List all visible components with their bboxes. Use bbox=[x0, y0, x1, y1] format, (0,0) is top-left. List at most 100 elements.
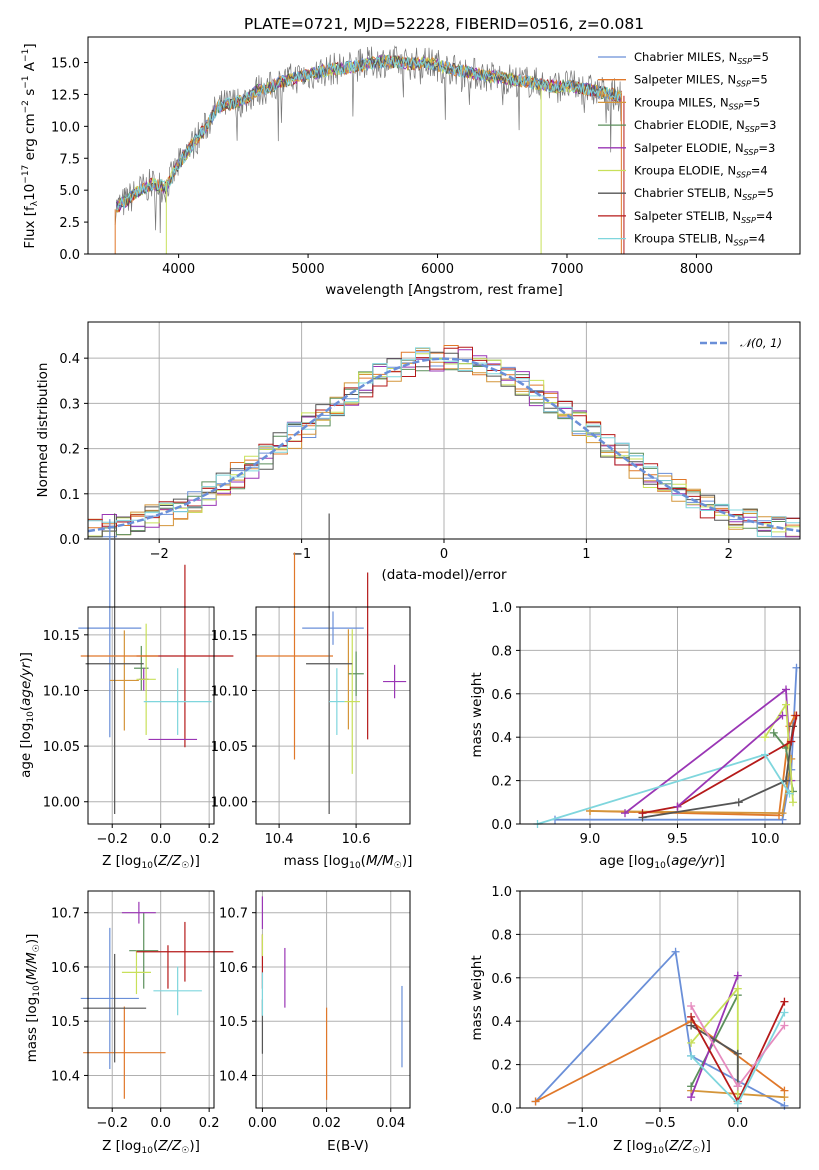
spectrum-ylabel: Flux [fλ10−17 erg cm−2 s−1 A−1] bbox=[21, 43, 40, 248]
age-massweight-line bbox=[642, 726, 794, 819]
model-spectrum bbox=[116, 55, 622, 211]
z-massweight-panel: −1.0 −0.5 0.0 0.0 0.2 0.4 0.6 0.8 1.0 bbox=[491, 885, 801, 1131]
z-age-panel-frame bbox=[87, 606, 215, 825]
spectrum-xtick-label: 8000 bbox=[680, 262, 713, 277]
spectrum-xtick-label: 7000 bbox=[550, 262, 583, 277]
age-massweight-panel-frame bbox=[519, 606, 801, 825]
age-massweight-line bbox=[589, 715, 796, 817]
residual-histograms bbox=[87, 345, 801, 538]
residual-xtick-label: 0 bbox=[440, 547, 448, 562]
ebv-mass-panel-ytick-label: 10.7 bbox=[219, 907, 248, 922]
normal-curve bbox=[87, 357, 801, 533]
ebv-mass-panel-frame bbox=[255, 890, 411, 1109]
legend-label: Kroupa MILES, NSSP=5 bbox=[634, 95, 760, 111]
legend-label: Kroupa STELIB, NSSP=4 bbox=[634, 232, 765, 248]
ebv-mass-panel-ytick-label: 10.5 bbox=[219, 1015, 248, 1030]
ebv-mass-panel-xtick-label: 0.00 bbox=[248, 1116, 277, 1131]
mass-age-panel-ytick-label: 10.05 bbox=[211, 740, 248, 755]
p8-xlabel: Z [log10(Z/Z☉)] bbox=[613, 1138, 711, 1156]
age-massweight-panel: 9.0 9.5 10.0 0.0 0.2 0.4 0.6 0.8 1.0 bbox=[491, 601, 801, 847]
age-massweight-panel-ytick-label: 0.8 bbox=[491, 644, 512, 659]
z-age-panel-data bbox=[78, 513, 234, 814]
p4-xlabel: mass [log10(M/M☉)] bbox=[284, 853, 413, 871]
residual-ylabel: Normed distribution bbox=[35, 363, 51, 498]
residual-ytick-label: 0.0 bbox=[59, 533, 80, 548]
legend-label: Salpeter STELIB, NSSP=4 bbox=[634, 209, 773, 225]
z-age-panel-ytick-label: 10.10 bbox=[43, 684, 80, 699]
z-age-panel-ytick-label: 10.05 bbox=[43, 740, 80, 755]
residual-ytick-label: 0.1 bbox=[59, 488, 80, 503]
legend-label: Salpeter MILES, NSSP=5 bbox=[634, 73, 768, 89]
z-mass-panel-xtick-label: −0.2 bbox=[96, 1116, 128, 1131]
age-massweight-line bbox=[589, 758, 793, 815]
ebv-mass-panel-xtick-label: 0.04 bbox=[376, 1116, 405, 1131]
age-massweight-panel-xtick-label: 9.5 bbox=[667, 832, 688, 847]
z-massweight-panel-xtick-label: −1.0 bbox=[566, 1116, 598, 1131]
spectrum-ytick-label: 0.0 bbox=[59, 248, 80, 263]
z-mass-panel-ytick-label: 10.4 bbox=[51, 1069, 80, 1084]
age-massweight-panel-ytick-label: 1.0 bbox=[491, 601, 512, 616]
legend-label: Salpeter ELODIE, NSSP=3 bbox=[634, 141, 775, 157]
z-massweight-panel-ytick-label: 0.8 bbox=[491, 928, 512, 943]
z-mass-panel-ytick-label: 10.6 bbox=[51, 961, 80, 976]
residual-xtick-label: −1 bbox=[292, 547, 311, 562]
mass-age-panel-data bbox=[256, 513, 407, 814]
residual-histogram bbox=[88, 347, 800, 537]
z-age-panel-xtick-label: 0.0 bbox=[150, 832, 171, 847]
z-mass-panel-ytick-label: 10.5 bbox=[51, 1015, 80, 1030]
age-massweight-panel-ytick-label: 0.4 bbox=[491, 731, 512, 746]
spectrum-ytick-label: 5.0 bbox=[59, 184, 80, 199]
z-age-panel-xtick-label: 0.2 bbox=[199, 832, 220, 847]
p5-ylabel: mass weight bbox=[469, 672, 485, 757]
z-massweight-panel-xtick-label: −0.5 bbox=[644, 1116, 676, 1131]
residual-ytick-label: 0.4 bbox=[59, 352, 80, 367]
spectrum-legend: Chabrier MILES, NSSP=5 Salpeter MILES, NS… bbox=[598, 50, 776, 248]
legend-label: Kroupa ELODIE, NSSP=4 bbox=[634, 164, 768, 180]
normal-legend-label: 𝒩(0, 1) bbox=[740, 336, 782, 350]
p8-ylabel: mass weight bbox=[469, 955, 485, 1040]
observed-spectrum bbox=[114, 45, 622, 234]
normal-legend: 𝒩(0, 1) bbox=[700, 336, 782, 350]
z-massweight-panel-ytick-label: 0.2 bbox=[491, 1059, 512, 1074]
residual-panel: (data-model)/error Normed distribution −… bbox=[35, 321, 801, 583]
spectrum-ytick-label: 7.5 bbox=[59, 152, 80, 167]
ebv-mass-panel-xtick-label: 0.02 bbox=[312, 1116, 341, 1131]
legend-label: Chabrier STELIB, NSSP=5 bbox=[634, 186, 774, 202]
legend-label: Chabrier MILES, NSSP=5 bbox=[634, 50, 769, 66]
legend-label: Chabrier ELODIE, NSSP=3 bbox=[634, 118, 776, 134]
p5-xlabel: age [log10(age/yr)] bbox=[599, 853, 725, 871]
ebv-mass-panel-data bbox=[261, 896, 403, 1100]
age-massweight-panel-xtick-label: 10.0 bbox=[751, 832, 780, 847]
age-massweight-line bbox=[642, 715, 798, 814]
z-massweight-panel-ytick-label: 0.4 bbox=[491, 1015, 512, 1030]
spectrum-panel: PLATE=0721, MJD=52228, FIBERID=0516, z=0… bbox=[21, 15, 801, 298]
z-age-panel-xtick-label: −0.2 bbox=[96, 832, 128, 847]
spectrum-lines bbox=[114, 45, 625, 254]
mass-age-panel-ytick-label: 10.00 bbox=[211, 796, 248, 811]
z-massweight-panel-xtick-label: 0.0 bbox=[727, 1116, 748, 1131]
residual-xlabel: (data-model)/error bbox=[381, 567, 507, 583]
spectrum-ytick-label: 12.5 bbox=[51, 88, 80, 103]
residual-ytick-label: 0.3 bbox=[59, 397, 80, 412]
residual-xtick-label: 2 bbox=[725, 547, 733, 562]
spectrum-title: PLATE=0721, MJD=52228, FIBERID=0516, z=0… bbox=[244, 15, 644, 33]
z-age-panel: −0.2 0.0 0.2 10.00 10.05 10.10 10.15 bbox=[43, 513, 234, 847]
spectrum-xtick-label: 6000 bbox=[421, 262, 454, 277]
z-mass-panel-frame bbox=[87, 890, 215, 1109]
spectrum-xlabel: wavelength [Angstrom, rest frame] bbox=[325, 282, 563, 298]
z-massweight-panel-ytick-label: 0.0 bbox=[491, 1102, 512, 1117]
ebv-mass-panel-ytick-label: 10.4 bbox=[219, 1069, 248, 1084]
z-mass-panel: −0.2 0.0 0.2 10.4 10.5 10.6 10.7 bbox=[51, 890, 234, 1131]
age-massweight-panel-ytick-label: 0.6 bbox=[491, 688, 512, 703]
spectrum-ytick-label: 15.0 bbox=[51, 57, 80, 72]
residual-ytick-label: 0.2 bbox=[59, 443, 80, 458]
age-massweight-line bbox=[624, 687, 793, 814]
z-mass-panel-xtick-label: 0.2 bbox=[199, 1116, 220, 1131]
age-massweight-line bbox=[555, 667, 798, 821]
z-age-panel-ytick-label: 10.00 bbox=[43, 796, 80, 811]
mass-age-panel-ytick-label: 10.10 bbox=[211, 684, 248, 699]
ebv-mass-panel-ytick-label: 10.6 bbox=[219, 961, 248, 976]
mass-age-panel-xtick-label: 10.4 bbox=[265, 832, 294, 847]
spectrum-ytick-label: 2.5 bbox=[59, 216, 80, 231]
